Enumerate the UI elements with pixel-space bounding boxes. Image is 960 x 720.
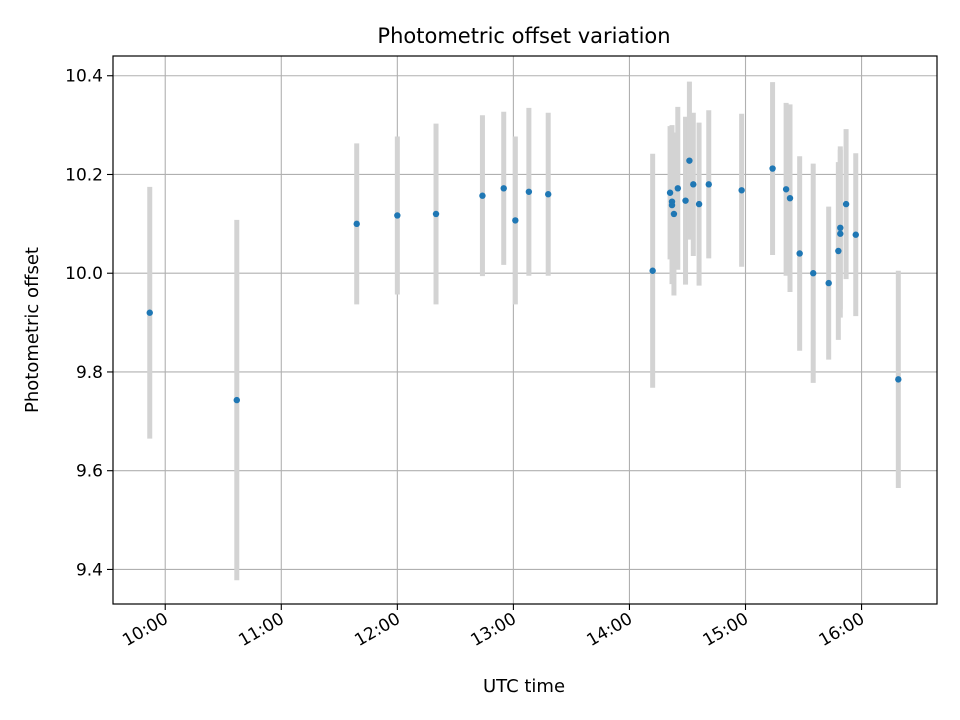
x-tick-label: 13:00	[467, 609, 519, 651]
data-point	[479, 192, 486, 199]
plot-frame	[112, 55, 938, 605]
y-axis-ticks: 9.4 9.6 9.8 10.0 10.2 10.4	[65, 67, 113, 580]
data-point	[649, 267, 656, 274]
data-point	[394, 212, 401, 219]
x-tick-label: 15:00	[700, 609, 752, 651]
y-tick-label: 9.8	[76, 363, 103, 383]
x-tick-label: 11:00	[235, 609, 287, 651]
y-axis-label: Photometric offset	[22, 247, 43, 413]
data-point	[666, 189, 674, 196]
error-bars	[147, 81, 901, 581]
data-point	[686, 157, 693, 164]
data-point	[782, 186, 790, 193]
grid-lines	[113, 56, 937, 604]
data-point	[690, 181, 697, 188]
data-point	[233, 396, 240, 404]
data-point	[512, 217, 519, 224]
data-point	[835, 247, 842, 255]
chart-title: Photometric offset variation	[377, 24, 670, 48]
x-axis-label: UTC time	[483, 676, 565, 697]
data-point	[852, 231, 859, 238]
data-point	[705, 181, 712, 188]
data-point	[545, 191, 552, 198]
data-point	[146, 309, 153, 316]
data-point	[682, 197, 689, 204]
data-point	[825, 279, 832, 287]
data-point	[525, 188, 533, 195]
data-point	[674, 185, 682, 192]
data-point	[786, 194, 794, 202]
data-point	[738, 187, 745, 194]
data-point	[837, 224, 844, 232]
y-tick-label: 10.0	[65, 264, 103, 284]
data-point	[837, 230, 844, 237]
data-point	[432, 210, 440, 218]
data-point	[842, 200, 850, 208]
x-tick-label: 16:00	[816, 609, 868, 651]
data-points	[146, 157, 902, 404]
x-tick-label: 12:00	[351, 609, 403, 651]
data-point	[810, 270, 817, 277]
data-point	[500, 185, 507, 192]
data-point	[895, 376, 902, 383]
data-point	[353, 220, 360, 228]
x-tick-label: 10:00	[119, 609, 171, 651]
y-tick-label: 9.6	[76, 462, 103, 482]
y-tick-label: 10.4	[65, 67, 103, 87]
x-axis-ticks: 10:00 11:00 12:00 13:00 14:00 15:00 16:00	[119, 604, 868, 651]
data-point	[796, 250, 803, 257]
x-tick-label: 14:00	[584, 609, 636, 651]
data-point	[668, 201, 676, 209]
y-tick-label: 10.2	[65, 165, 103, 185]
data-point	[769, 165, 776, 172]
data-point	[670, 210, 678, 218]
y-tick-label: 9.4	[76, 560, 103, 580]
data-point	[695, 200, 703, 208]
